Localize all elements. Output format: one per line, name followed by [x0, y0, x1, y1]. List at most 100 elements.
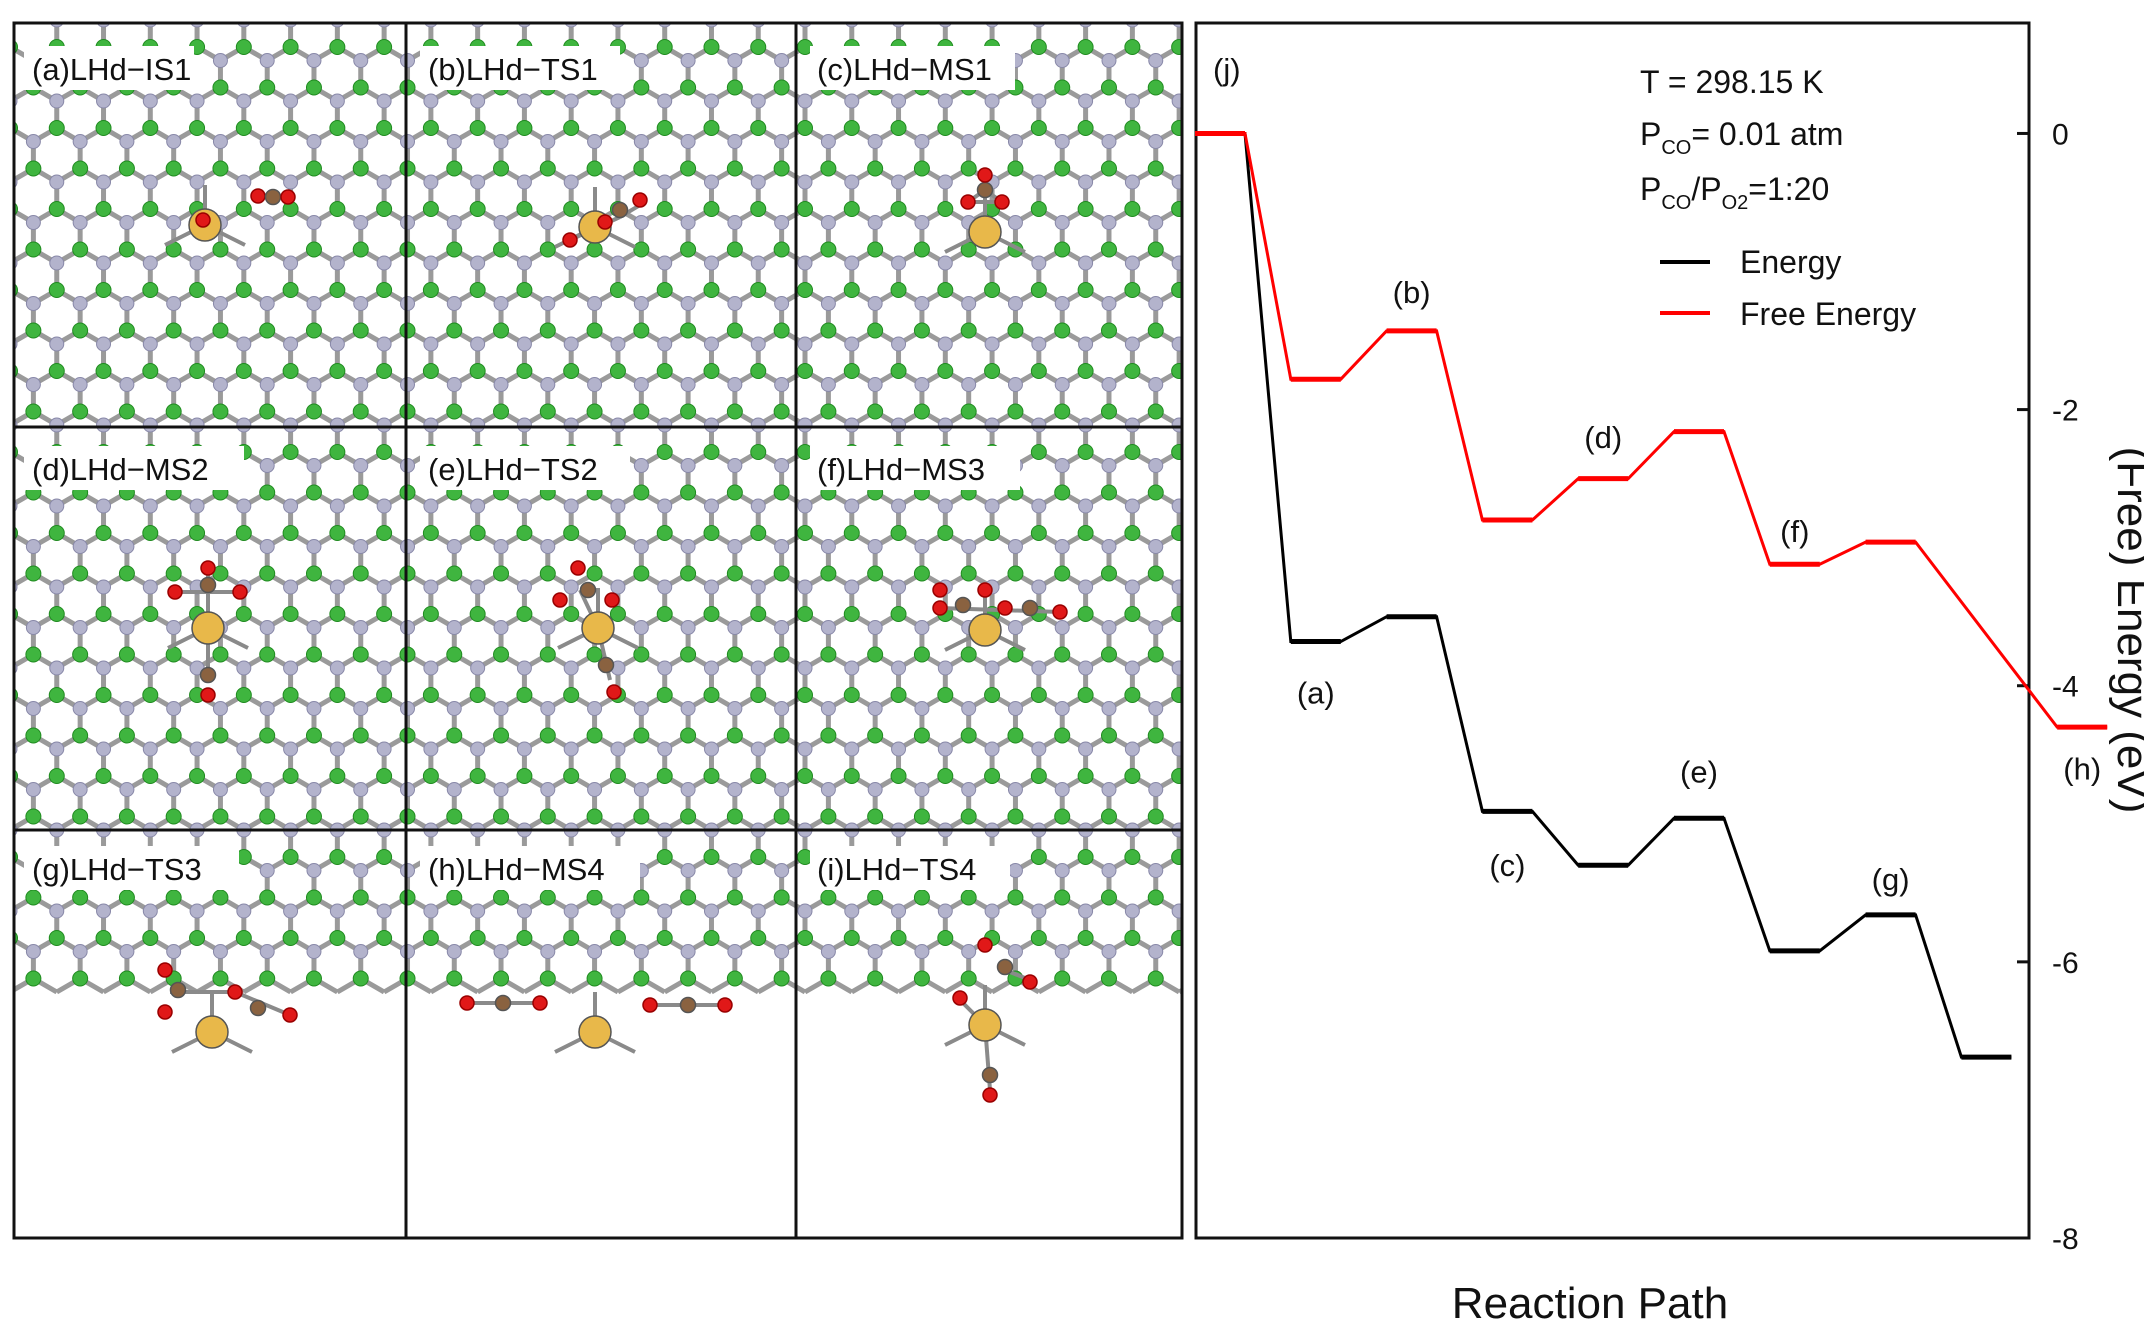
nitrogen-atom [984, 498, 1000, 514]
nitrogen-atom [797, 903, 813, 919]
nitrogen-atom [1359, 13, 1373, 27]
nitrogen-atom [306, 458, 322, 473]
condition-temperature: T = 298.15 K [1640, 64, 1824, 100]
boron-atom [469, 120, 486, 136]
boron-atom [1686, 40, 1701, 55]
boron-atom [1663, 728, 1678, 743]
boron-atom [726, 403, 743, 420]
boron-atom [1850, 809, 1865, 824]
panel-label-background [810, 446, 1020, 490]
carbon-atom [199, 576, 217, 594]
boron-atom [726, 808, 743, 825]
nitrogen-atom [1312, 256, 1326, 270]
nitrogen-atom [1570, 378, 1584, 392]
nitrogen-atom [119, 944, 135, 959]
boron-atom [1733, 688, 1748, 703]
boron-atom [726, 322, 743, 339]
oxygen-atom [552, 592, 568, 608]
nitrogen-atom [283, 174, 299, 190]
nitrogen-atom [1570, 216, 1584, 230]
series-line-free-energy [1195, 131, 2108, 729]
nitrogen-atom [1219, 904, 1233, 918]
boron-atom [400, 0, 415, 14]
nitrogen-atom [703, 498, 719, 514]
nitrogen-atom [189, 174, 205, 190]
hbn-lattice [14, 0, 1865, 995]
nitrogen-atom [1312, 823, 1326, 837]
nitrogen-atom [1663, 216, 1677, 230]
boron-atom [634, 0, 649, 14]
boron-atom [1756, 0, 1771, 14]
nitrogen-atom [1733, 175, 1747, 189]
nitrogen-atom [1125, 23, 1140, 28]
nitrogen-atom [1406, 13, 1420, 27]
nitrogen-atom [353, 701, 369, 716]
nitrogen-atom [25, 134, 41, 149]
y-tick-label: -4 [2052, 671, 2079, 704]
nitrogen-atom [1546, 13, 1560, 27]
boron-atom [446, 970, 463, 987]
nitrogen-atom [72, 377, 88, 392]
nitrogen-atom [1499, 580, 1513, 594]
boron-atom [95, 363, 112, 379]
nitrogen-atom [937, 255, 953, 271]
boron-atom [750, 930, 767, 946]
nitrogen-atom [25, 782, 41, 797]
nitrogen-atom [774, 620, 790, 635]
nitrogen-atom [587, 782, 603, 797]
boron-atom [118, 970, 135, 987]
boron-atom [469, 930, 486, 946]
nitrogen-atom [1007, 782, 1023, 797]
nitrogen-atom [1124, 741, 1140, 757]
boron-atom [305, 403, 322, 420]
boron-atom [516, 687, 533, 703]
nitrogen-atom [703, 174, 719, 190]
boron-atom [750, 525, 767, 541]
nitrogen-atom [774, 134, 790, 149]
boron-atom [633, 646, 650, 663]
boron-atom [1218, 931, 1233, 946]
boron-atom [447, 0, 462, 14]
nitrogen-atom [1429, 783, 1443, 797]
boron-atom [1780, 769, 1795, 784]
nitrogen-atom [984, 93, 1000, 109]
boron-atom [189, 363, 206, 379]
nitrogen-atom [1054, 296, 1070, 311]
boron-atom [563, 687, 580, 703]
boron-atom [539, 970, 556, 987]
boron-atom [890, 606, 907, 622]
nitrogen-atom [1054, 944, 1070, 959]
boron-atom [633, 160, 650, 177]
nitrogen-atom [1336, 297, 1350, 311]
state-label: (d) [1584, 420, 1622, 455]
boron-atom [48, 687, 65, 703]
boron-atom [1686, 283, 1701, 298]
nitrogen-atom [49, 498, 65, 514]
boron-atom [422, 201, 439, 217]
nitrogen-atom [1453, 742, 1467, 756]
nitrogen-atom [1406, 337, 1420, 351]
boron-atom [1616, 161, 1631, 176]
nitrogen-atom [1031, 93, 1047, 109]
boron-atom [1569, 80, 1584, 95]
boron-atom [1709, 485, 1724, 500]
nitrogen-atom [283, 23, 298, 28]
nitrogen-atom [1476, 702, 1490, 716]
boron-atom [609, 768, 626, 784]
nitrogen-atom [680, 215, 696, 230]
nitrogen-atom [727, 458, 743, 473]
boron-atom [1826, 364, 1841, 379]
boron-atom [95, 687, 112, 703]
ratio-value: =1:20 [1748, 171, 1829, 207]
nitrogen-atom [1593, 94, 1607, 108]
nitrogen-atom [563, 579, 579, 595]
nitrogen-atom [1124, 417, 1140, 433]
boron-atom [1242, 323, 1257, 338]
nitrogen-atom [1196, 135, 1210, 149]
nitrogen-atom [1616, 702, 1630, 716]
nitrogen-atom [142, 174, 158, 190]
boron-atom [633, 727, 650, 744]
nitrogen-atom [166, 539, 182, 554]
boron-atom [1242, 80, 1257, 95]
boron-atom [399, 970, 416, 987]
